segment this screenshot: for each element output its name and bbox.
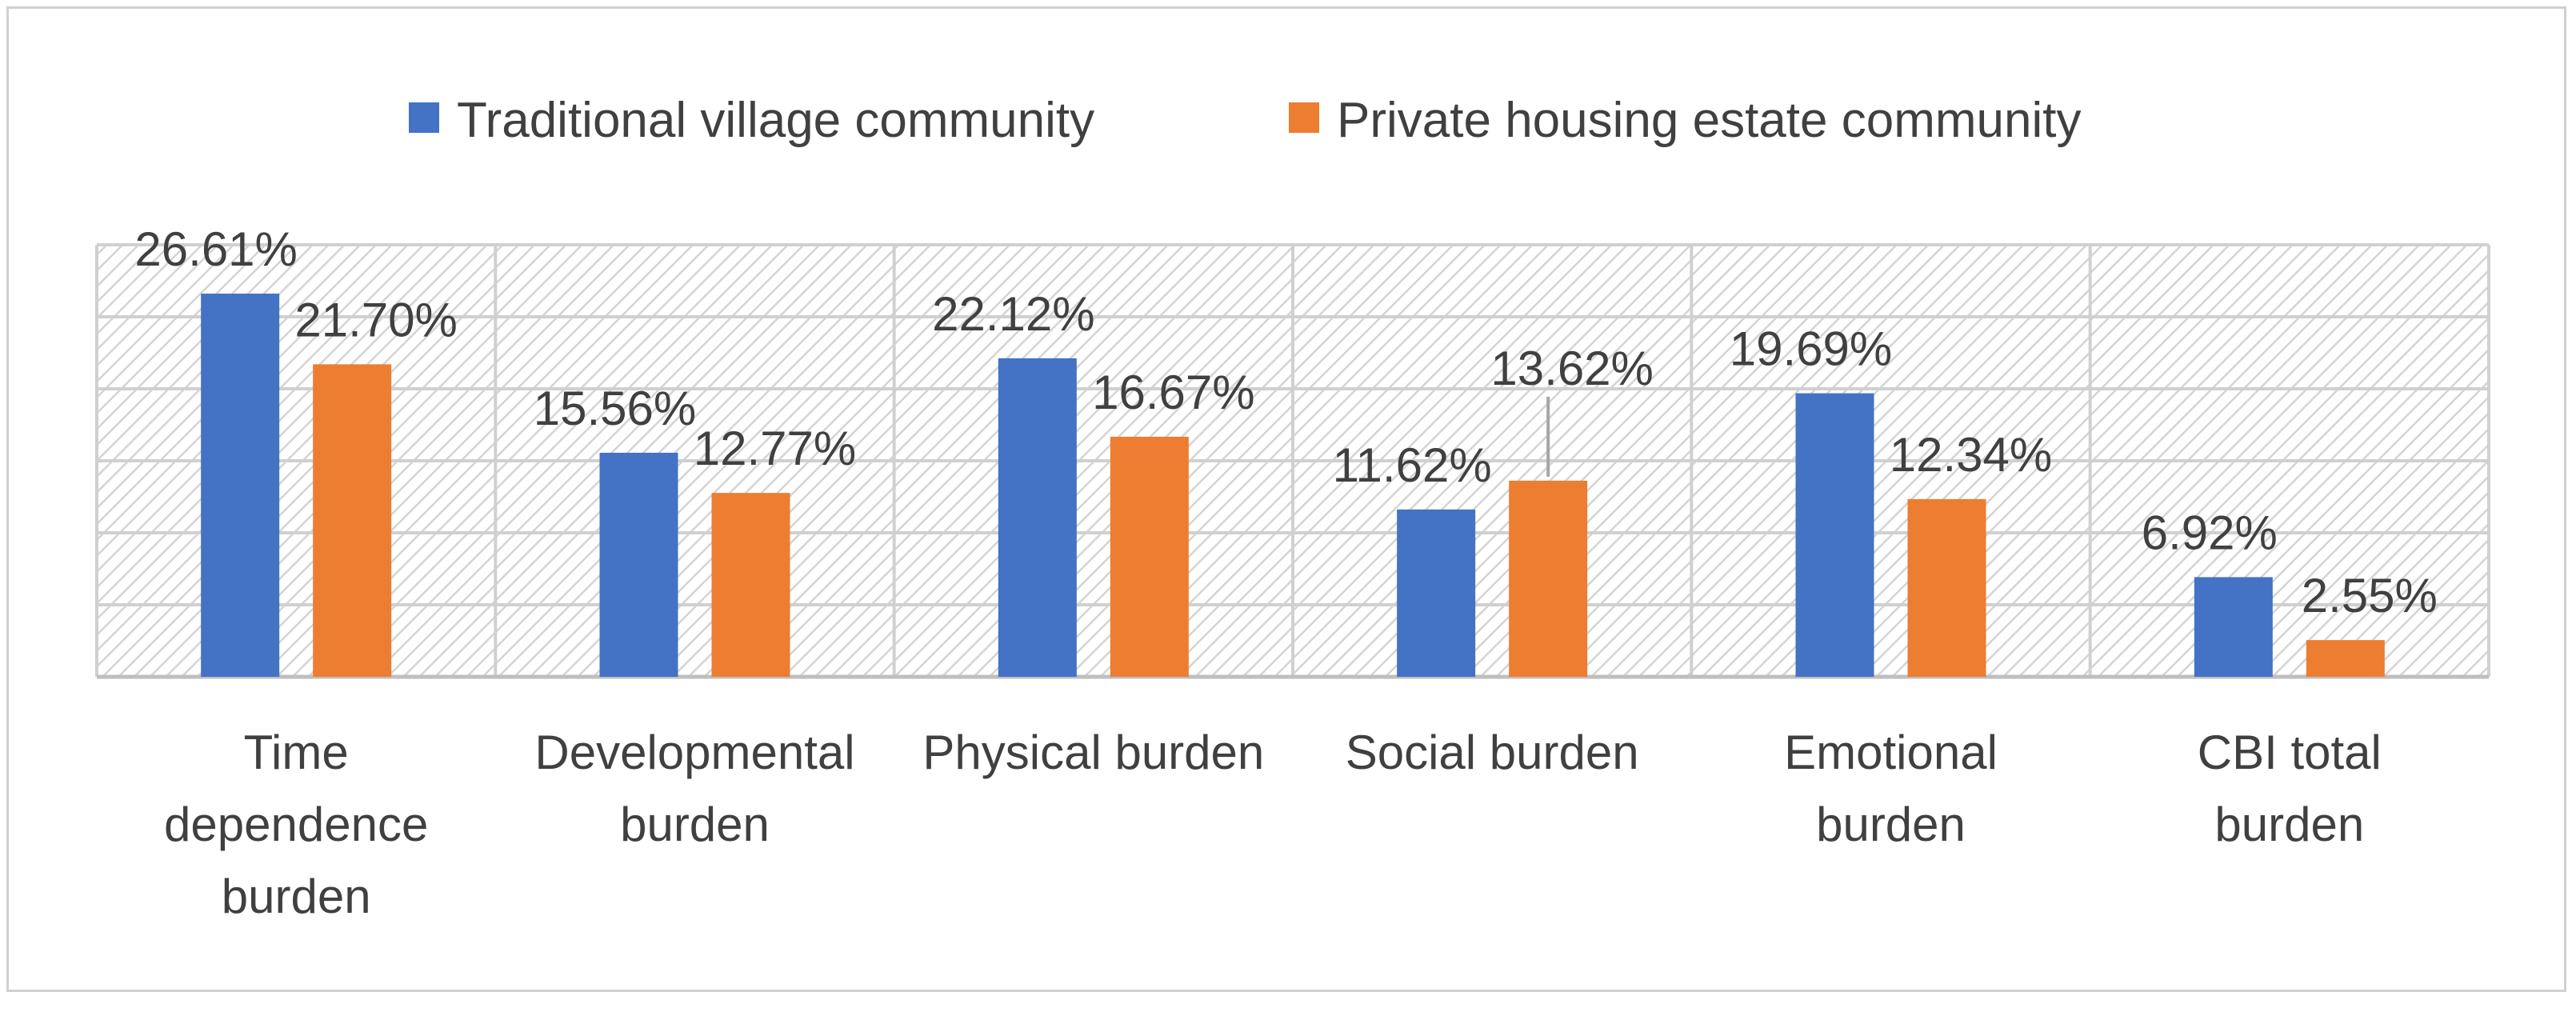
category-label: Emotional burden bbox=[1784, 726, 1998, 851]
data-label: 2.55% bbox=[2302, 569, 2438, 622]
data-label: 12.77% bbox=[694, 422, 857, 475]
bar-private-1 bbox=[711, 493, 790, 677]
category-labels: Time dependence burden Developmental burden P… bbox=[164, 726, 2382, 923]
bar-private-0 bbox=[313, 364, 392, 677]
data-labels: 26.61% 15.56% 22.12% 11.62% 19.69% 6.92% 21.70… bbox=[134, 222, 2437, 622]
category-label: CBI total burden bbox=[2198, 726, 2382, 851]
bar-traditional-5 bbox=[2194, 577, 2273, 677]
data-label: 11.62% bbox=[1333, 438, 1492, 492]
bar-traditional-2 bbox=[998, 358, 1077, 677]
legend-label: Private housing estate community bbox=[1337, 93, 2081, 148]
category-label: Developmental burden bbox=[534, 726, 854, 851]
bar-chart: 26.61% 15.56% 22.12% 11.62% 19.69% 6.92% 21.70… bbox=[95, 93, 2490, 923]
data-label: 22.12% bbox=[932, 287, 1095, 341]
data-label: 6.92% bbox=[2142, 506, 2278, 559]
category-label: Time dependence burden bbox=[164, 726, 428, 923]
legend: Traditional village community Private hou… bbox=[409, 93, 2081, 148]
bar-traditional-1 bbox=[599, 452, 678, 677]
category-label: Physical burden bbox=[922, 726, 1264, 779]
data-label: 12.34% bbox=[1890, 428, 2053, 482]
chart-frame: 26.61% 15.56% 22.12% 11.62% 19.69% 6.92% 21.70… bbox=[6, 6, 2566, 992]
bar-traditional-0 bbox=[201, 294, 280, 677]
data-label: 16.67% bbox=[1092, 366, 1255, 419]
bar-private-2 bbox=[1110, 436, 1189, 677]
data-label: 26.61% bbox=[134, 222, 298, 276]
bar-private-3 bbox=[1509, 480, 1588, 677]
data-label: 15.56% bbox=[534, 382, 697, 435]
bar-private-4 bbox=[1907, 498, 1986, 677]
bar-private-5 bbox=[2306, 640, 2385, 677]
gridlines bbox=[95, 243, 2490, 679]
bars bbox=[201, 294, 2385, 677]
category-label: Social burden bbox=[1346, 726, 1639, 779]
legend-label: Traditional village community bbox=[457, 93, 1094, 148]
data-label: 13.62% bbox=[1490, 342, 1654, 395]
data-label: 19.69% bbox=[1730, 322, 1893, 376]
legend-swatch bbox=[409, 102, 439, 133]
bar-traditional-3 bbox=[1397, 509, 1476, 677]
bar-traditional-4 bbox=[1795, 393, 1874, 677]
legend-swatch bbox=[1289, 102, 1319, 133]
data-label: 21.70% bbox=[294, 293, 458, 346]
